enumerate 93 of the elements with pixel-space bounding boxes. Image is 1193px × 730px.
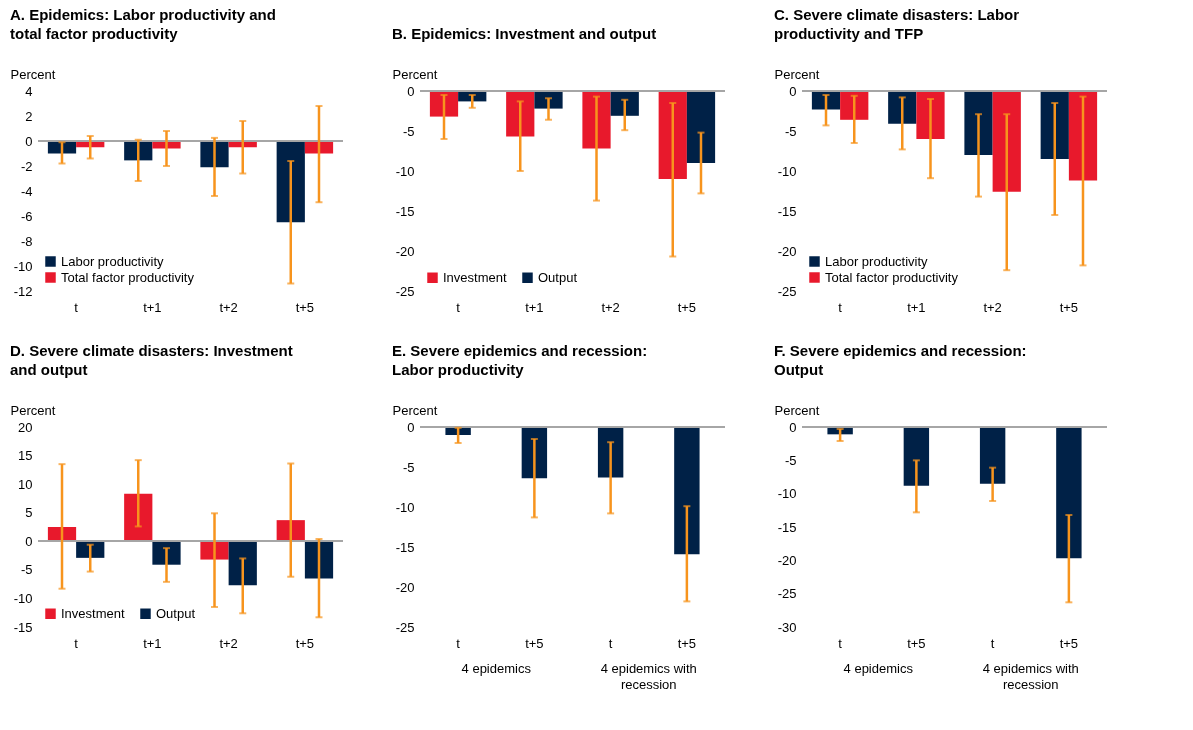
x-tick-label: t+5: [295, 635, 315, 651]
text: 4 epidemics with recession: [982, 661, 1079, 692]
x-tick-label: t+2: [601, 299, 620, 315]
x-tick-label: t+1: [143, 635, 162, 651]
y-tick-label: 0: [407, 83, 415, 99]
y-tick-label: -25: [395, 283, 415, 299]
legend-label: Output: [538, 269, 578, 285]
y-tick-label: -30: [777, 619, 797, 635]
x-tick-label: t+5: [677, 635, 697, 651]
y-tick-label: 10: [18, 476, 33, 492]
x-tick-label: t: [74, 299, 79, 315]
y-tick-label: 2: [25, 108, 33, 124]
y-tick-label: -20: [395, 579, 415, 595]
x-tick-label: t+1: [907, 299, 926, 315]
y-tick-label: -10: [13, 590, 33, 606]
y-tick-label: -10: [777, 163, 797, 179]
y-tick-label: -25: [777, 586, 797, 602]
y-tick-label: 0: [789, 419, 797, 435]
y-tick-label: -15: [777, 203, 797, 219]
x-tick-label: t+5: [907, 635, 926, 651]
x-tick-label: t: [838, 635, 843, 651]
chart-title: A. Epidemics: Labor productivity and total factor productivity: [10, 6, 276, 42]
y-tick-label: -10: [395, 163, 415, 179]
x-tick-label: t: [74, 635, 79, 651]
chart-title: D. Severe climate disasters: Investment and output: [10, 342, 293, 378]
legend-label: Labor productivity: [61, 253, 165, 269]
legend-label: Labor productivity: [825, 253, 929, 269]
y-tick-label: 0: [789, 83, 797, 99]
y-tick-label: 0: [407, 419, 415, 435]
y-axis-title: Percent: [10, 66, 56, 82]
y-axis-title: Percent: [10, 402, 56, 418]
chart-title: B. Epidemics: Investment and output: [392, 25, 657, 42]
legend-label: Output: [156, 605, 196, 621]
y-tick-label: -10: [777, 486, 797, 502]
x-tick-label: t+1: [143, 299, 162, 315]
y-tick-label: -12: [13, 283, 33, 299]
y-tick-label: -10: [13, 258, 33, 274]
y-axis-title: Percent: [774, 402, 820, 418]
bar: [276, 520, 305, 542]
y-axis-title: Percent: [774, 66, 820, 82]
chart-title: E. Severe epidemics and recession: Labor productivity: [392, 342, 648, 378]
y-tick-label: -6: [20, 208, 33, 224]
y-tick-label: -5: [784, 123, 797, 139]
y-tick-label: -15: [777, 519, 797, 535]
chart-title: C. Severe climate disasters: Labor productivity and TFP: [774, 6, 1020, 42]
y-tick-label: -20: [777, 243, 797, 259]
x-tick-label: t: [456, 635, 461, 651]
y-tick-label: -25: [777, 283, 797, 299]
x-tick-label: t+1: [525, 299, 544, 315]
y-tick-label: -15: [13, 619, 33, 635]
x-tick-label: t: [608, 635, 613, 651]
chart-title: F. Severe epidemics and recession: Output: [774, 342, 1027, 378]
y-tick-label: -5: [402, 459, 415, 475]
x-tick-label: t: [838, 299, 843, 315]
x-tick-label: t+5: [295, 299, 315, 315]
y-tick-label: -5: [402, 123, 415, 139]
y-tick-label: -5: [20, 562, 33, 578]
y-axis-title: Percent: [392, 66, 438, 82]
y-tick-label: 0: [25, 133, 33, 149]
x-tick-label: t+2: [219, 299, 238, 315]
y-tick-label: 5: [25, 505, 33, 521]
bar: [124, 493, 153, 542]
x-tick-label: t+5: [677, 299, 697, 315]
x-tick-label: t+5: [1059, 635, 1079, 651]
y-tick-label: -15: [395, 539, 415, 555]
legend-label: Total factor productivity: [61, 269, 195, 285]
x-tick-label: t: [456, 299, 461, 315]
y-tick-label: 15: [18, 448, 33, 464]
x-tick-label: t+2: [219, 635, 238, 651]
y-tick-label: 20: [18, 419, 33, 435]
y-tick-label: -20: [395, 243, 415, 259]
x-tick-label: t+5: [525, 635, 544, 651]
legend-label: Total factor productivity: [825, 269, 959, 285]
y-axis-title: Percent: [392, 402, 438, 418]
y-tick-label: -8: [20, 233, 33, 249]
bar: [228, 541, 257, 586]
x-tick-label: t: [990, 635, 995, 651]
text: 4 epidemics: [843, 661, 914, 676]
y-tick-label: -4: [20, 183, 33, 199]
x-tick-label: t+2: [983, 299, 1002, 315]
legend-label: Investment: [61, 605, 125, 621]
legend-label: Investment: [443, 269, 507, 285]
y-tick-label: -15: [395, 203, 415, 219]
y-tick-label: -10: [395, 499, 415, 515]
y-tick-label: -20: [777, 552, 797, 568]
y-tick-label: 0: [25, 533, 33, 549]
text: 4 epidemics with recession: [600, 661, 697, 692]
y-tick-label: -5: [784, 452, 797, 468]
y-tick-label: 4: [25, 83, 33, 99]
x-tick-label: t+5: [1059, 299, 1079, 315]
text: 4 epidemics: [461, 661, 532, 676]
y-tick-label: -2: [20, 158, 33, 174]
y-tick-label: -25: [395, 619, 415, 635]
